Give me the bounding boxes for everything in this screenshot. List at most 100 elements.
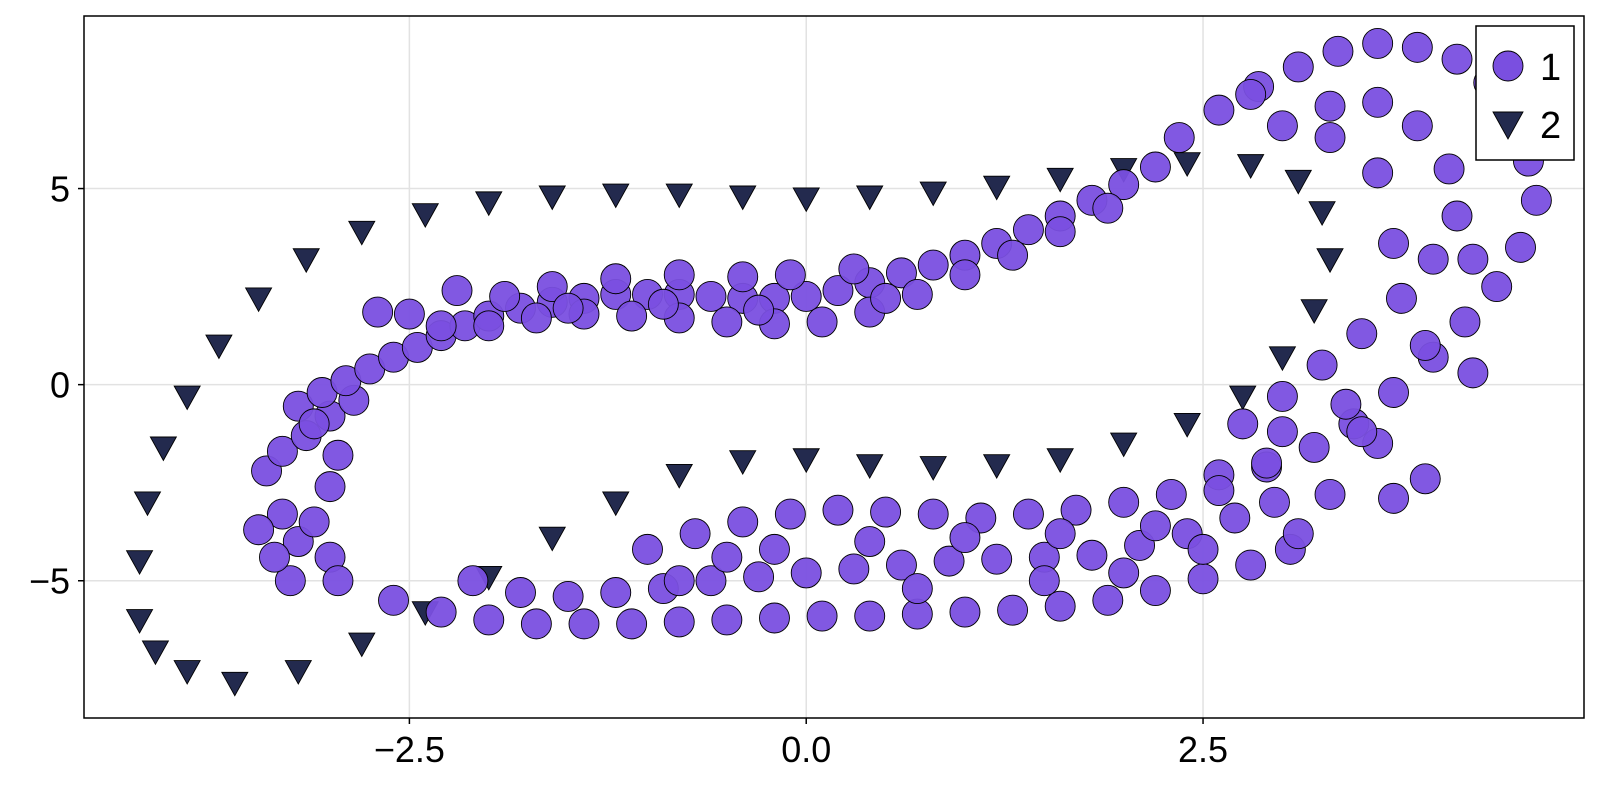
point bbox=[298, 408, 330, 440]
point bbox=[536, 271, 568, 303]
point bbox=[933, 545, 965, 577]
point bbox=[205, 334, 233, 360]
point bbox=[266, 498, 298, 530]
point bbox=[792, 448, 820, 474]
point bbox=[949, 522, 981, 554]
point bbox=[552, 292, 584, 324]
point bbox=[1449, 306, 1481, 338]
point bbox=[774, 498, 806, 530]
point bbox=[601, 491, 630, 517]
point bbox=[1219, 502, 1251, 534]
point bbox=[1044, 590, 1076, 622]
point bbox=[982, 454, 1011, 479]
point bbox=[1298, 431, 1330, 463]
point bbox=[663, 606, 695, 638]
point bbox=[1322, 35, 1354, 67]
point bbox=[474, 191, 503, 217]
point bbox=[473, 604, 505, 636]
point bbox=[520, 302, 552, 334]
point bbox=[1203, 94, 1235, 126]
point bbox=[1266, 416, 1298, 448]
point bbox=[149, 436, 178, 462]
point bbox=[1092, 192, 1124, 224]
point bbox=[822, 275, 854, 306]
point bbox=[1266, 380, 1298, 412]
point bbox=[1308, 201, 1336, 227]
point bbox=[792, 187, 820, 213]
x-tick-label: 2.5 bbox=[1178, 729, 1228, 770]
point bbox=[568, 608, 600, 640]
point bbox=[728, 185, 757, 211]
point bbox=[1386, 282, 1417, 314]
point bbox=[806, 306, 838, 338]
point bbox=[1139, 575, 1171, 606]
point bbox=[711, 306, 743, 338]
point bbox=[1173, 413, 1201, 438]
point bbox=[1109, 432, 1138, 458]
point bbox=[1362, 28, 1394, 59]
point bbox=[1259, 486, 1290, 518]
point bbox=[854, 600, 886, 632]
point bbox=[665, 183, 694, 209]
legend-label-1: 1 bbox=[1540, 47, 1561, 89]
point bbox=[425, 310, 457, 342]
point bbox=[679, 518, 711, 550]
point bbox=[1251, 447, 1282, 479]
point bbox=[221, 671, 249, 697]
point bbox=[600, 263, 632, 295]
point bbox=[901, 573, 933, 605]
point bbox=[695, 565, 727, 597]
point bbox=[1378, 482, 1409, 514]
point bbox=[1044, 216, 1076, 248]
point bbox=[520, 608, 552, 640]
point bbox=[790, 280, 822, 312]
point bbox=[1268, 346, 1297, 372]
point bbox=[259, 541, 290, 573]
point bbox=[919, 181, 947, 207]
point bbox=[1362, 157, 1394, 189]
point bbox=[1173, 152, 1201, 177]
point bbox=[949, 259, 981, 291]
point bbox=[870, 282, 902, 314]
point bbox=[1044, 518, 1076, 550]
point bbox=[727, 261, 759, 293]
point bbox=[1028, 565, 1060, 597]
point bbox=[1457, 243, 1489, 275]
point bbox=[1316, 248, 1344, 274]
point bbox=[274, 565, 306, 597]
point bbox=[854, 526, 886, 557]
point bbox=[1409, 329, 1441, 361]
legend-label-2: 2 bbox=[1540, 105, 1561, 147]
point bbox=[759, 602, 790, 634]
point bbox=[886, 257, 917, 289]
point bbox=[457, 565, 489, 597]
x-tick-label: −2.5 bbox=[374, 729, 445, 770]
axis-ticks: −2.5 0.0 2.5 −5 0 5 bbox=[29, 169, 1228, 770]
point bbox=[173, 385, 201, 411]
point bbox=[1139, 510, 1171, 542]
point bbox=[1046, 167, 1074, 193]
point bbox=[838, 253, 870, 285]
point bbox=[919, 456, 947, 481]
point bbox=[616, 608, 648, 640]
point bbox=[1378, 377, 1409, 408]
point bbox=[1139, 151, 1171, 183]
point bbox=[1235, 78, 1267, 110]
point bbox=[1300, 299, 1328, 325]
point bbox=[838, 553, 870, 585]
point bbox=[981, 543, 1013, 575]
point bbox=[552, 580, 584, 612]
point bbox=[1060, 494, 1092, 526]
y-tick-label: −5 bbox=[29, 561, 70, 602]
point bbox=[1401, 110, 1433, 142]
point bbox=[1228, 385, 1257, 411]
point bbox=[759, 533, 790, 565]
point bbox=[1163, 122, 1195, 154]
point bbox=[133, 491, 162, 517]
y-tick-label: 0 bbox=[50, 365, 70, 406]
point bbox=[1187, 563, 1219, 595]
legend-box bbox=[1475, 25, 1575, 161]
point bbox=[632, 533, 663, 565]
point bbox=[538, 526, 567, 552]
point bbox=[173, 660, 201, 685]
